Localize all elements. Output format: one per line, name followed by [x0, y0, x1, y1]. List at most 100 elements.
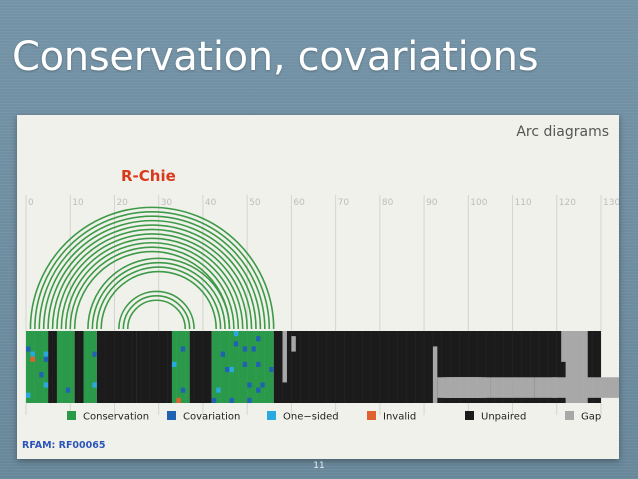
alignment-cell — [260, 382, 265, 388]
legend-swatch — [367, 411, 376, 420]
arc — [126, 299, 187, 330]
tick-label: 80 — [382, 198, 394, 208]
alignment-cell — [216, 387, 221, 393]
gap-cell — [432, 346, 438, 403]
gap-cell — [601, 377, 619, 398]
tick-label: 40 — [205, 198, 217, 208]
tick-label: 20 — [116, 198, 128, 208]
alignment-block — [26, 331, 49, 403]
arc — [56, 233, 248, 330]
axis-tick-labels: 0 10 20 30 40 50 60 70 80 90 100 110 120 130 — [28, 198, 619, 208]
arc — [118, 290, 195, 330]
legend-label: One−sided — [283, 412, 339, 423]
alignment-block — [48, 331, 57, 403]
alignment-cell — [229, 397, 234, 403]
alignment-cell — [26, 346, 31, 352]
page-number: 11 — [313, 461, 325, 471]
legend-label: Unpaired — [481, 412, 526, 423]
arc — [91, 262, 226, 330]
tick-label: 30 — [161, 198, 173, 208]
arc — [38, 215, 266, 330]
rfam-id-label: RFAM: RF00065 — [22, 440, 106, 451]
alignment-cell — [233, 341, 239, 347]
legend-swatch — [67, 411, 76, 420]
legend-label: Covariation — [183, 412, 240, 423]
alignment-cell — [269, 367, 274, 373]
legend-swatch — [565, 411, 574, 420]
alignment-cell — [233, 331, 239, 337]
arc-diagram-panel: 0 10 20 30 40 50 60 70 80 90 100 110 120 130 Conserva… — [17, 115, 619, 459]
tick-label: 0 — [28, 198, 34, 208]
alignment-cell — [220, 351, 226, 357]
alignment-cell — [43, 351, 49, 357]
tool-name-label: R-Chie — [121, 167, 176, 185]
alignment-cell — [256, 361, 261, 367]
alignment-cell — [65, 387, 71, 393]
tick-label: 70 — [338, 198, 350, 208]
tick-label: 120 — [559, 198, 576, 208]
alignment-cell — [176, 397, 181, 403]
gap-cell — [534, 377, 557, 398]
gap-cell — [578, 377, 601, 398]
tick-label: 60 — [293, 198, 305, 208]
arc — [65, 241, 240, 330]
legend: Conservation Covariation One−sided Invalid U… — [67, 411, 601, 423]
arc — [122, 295, 191, 330]
gap-cell — [512, 377, 535, 398]
arc — [42, 219, 262, 330]
alignment-block — [96, 331, 137, 403]
alignment-cell — [256, 387, 261, 393]
arc — [60, 237, 244, 330]
alignment-block — [74, 331, 84, 403]
alignment-cell — [180, 387, 186, 393]
alignment-block — [56, 331, 75, 403]
alignment-cell — [229, 367, 234, 373]
gap-cell — [282, 331, 287, 383]
alignment-cell — [43, 382, 49, 388]
panel-heading: Arc diagrams — [516, 124, 609, 140]
alignment-cell — [92, 382, 97, 388]
alignment-cell — [247, 397, 252, 403]
alignment-cell — [242, 361, 248, 367]
legend-label: Gap — [581, 412, 601, 423]
alignment-cell — [251, 346, 256, 352]
alignment-cell — [171, 361, 177, 367]
legend-swatch — [267, 411, 276, 420]
legend-label: Conservation — [83, 412, 149, 423]
alignment-block — [136, 331, 172, 403]
tick-label: 110 — [515, 198, 532, 208]
legend-label: Invalid — [383, 412, 416, 423]
gap-cell — [291, 336, 296, 352]
alignment-cell — [43, 356, 49, 362]
gap-cell — [468, 377, 491, 398]
tick-label: 50 — [249, 198, 261, 208]
arc — [87, 257, 231, 330]
tick-label: 130 — [603, 198, 619, 208]
tick-label: 100 — [470, 198, 487, 208]
alignment-block — [211, 331, 274, 403]
alignment-cell — [225, 367, 230, 373]
alignment-cell — [242, 346, 248, 352]
alignment-cell — [211, 397, 217, 403]
alignment-block — [83, 331, 97, 403]
arc — [51, 228, 253, 330]
tick-label: 90 — [426, 198, 438, 208]
slide-title: Conservation, covariations — [12, 34, 539, 80]
alignment-cell — [92, 351, 97, 357]
alignment-cell — [39, 372, 44, 378]
arc — [29, 206, 275, 330]
alignment-cell — [256, 336, 261, 342]
arc — [47, 224, 257, 330]
alignment-block — [189, 331, 212, 403]
tick-label: 10 — [72, 198, 84, 208]
alignment-matrix — [25, 331, 619, 403]
arc — [95, 266, 222, 330]
alignment-cell — [30, 351, 35, 357]
legend-swatch — [465, 411, 474, 420]
arc — [69, 246, 235, 330]
arc-diagram: 0 10 20 30 40 50 60 70 80 90 100 110 120 130 Conserva… — [25, 195, 619, 423]
alignment-cell — [180, 346, 186, 352]
arc-layer — [29, 206, 275, 330]
alignment-cell — [26, 392, 31, 398]
arc — [34, 211, 271, 330]
